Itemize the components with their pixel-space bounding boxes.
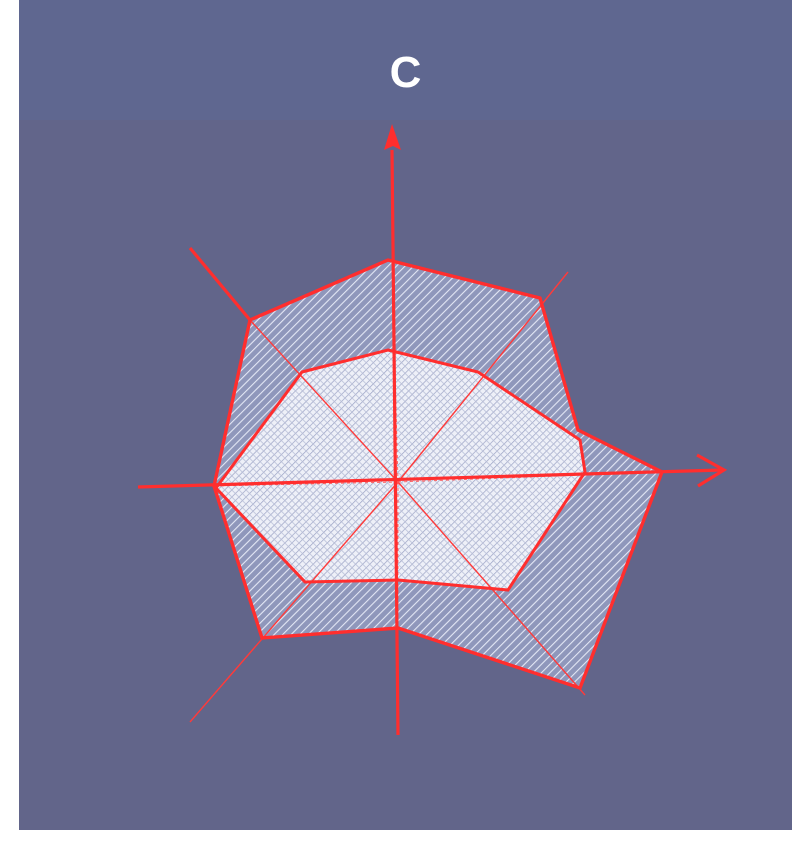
panel-label: C bbox=[389, 48, 422, 97]
inner-polygon-outline bbox=[214, 348, 587, 592]
right-arrow-icon bbox=[696, 453, 728, 488]
horizontal-axis bbox=[137, 468, 723, 489]
diagonal-axis-nw-inner bbox=[249, 319, 399, 483]
main-axes bbox=[137, 149, 723, 736]
vertical-axis bbox=[390, 149, 400, 736]
diagonal-axis-sw bbox=[189, 481, 399, 723]
up-arrow-icon bbox=[384, 124, 401, 150]
panel-top-band bbox=[19, 0, 792, 120]
outer-polygon-outline bbox=[212, 258, 665, 691]
inner-spoke-left bbox=[213, 481, 399, 487]
axis-nw-outer bbox=[188, 246, 252, 322]
figure-panel: C bbox=[19, 0, 792, 830]
inner-polygon bbox=[216, 350, 585, 590]
